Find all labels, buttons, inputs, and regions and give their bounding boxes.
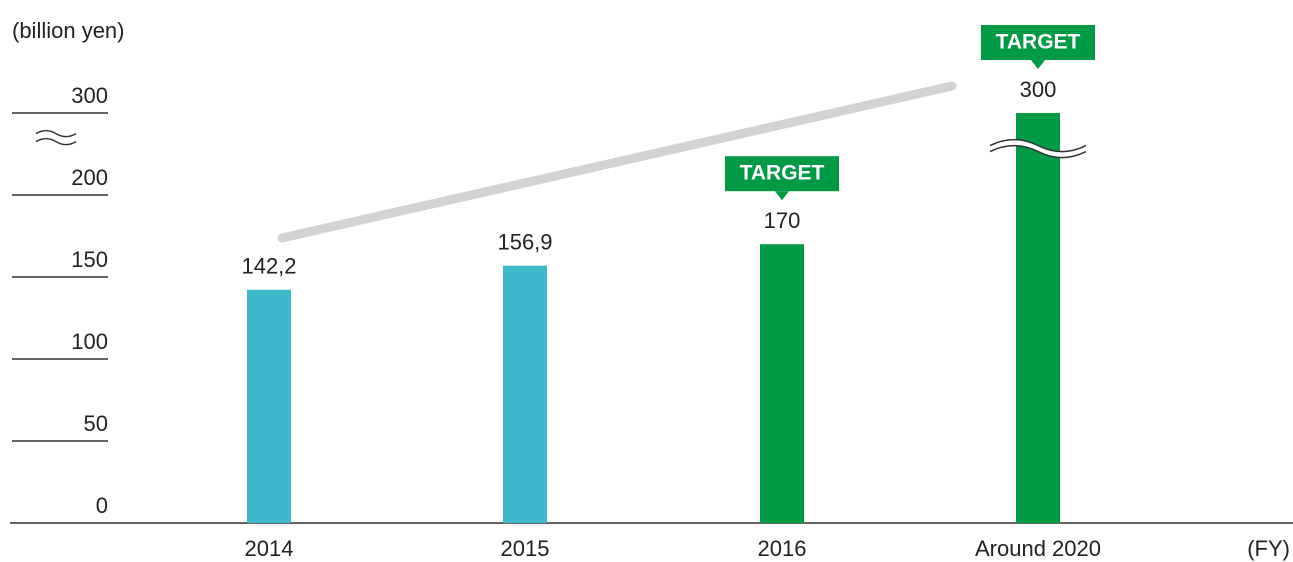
x-tick-label: 2016 — [758, 536, 807, 561]
y-tick-label: 150 — [71, 247, 108, 272]
axis-break — [35, 129, 77, 138]
bar — [760, 244, 804, 523]
bar — [247, 289, 291, 523]
y-tick-label: 0 — [96, 493, 108, 518]
bar — [503, 265, 547, 523]
y-tick-label: 100 — [71, 329, 108, 354]
value-label: 142,2 — [241, 254, 296, 279]
x-tick-label: 2015 — [501, 536, 550, 561]
badge-pointer — [775, 191, 789, 201]
bar — [1016, 113, 1060, 523]
badge — [981, 25, 1095, 60]
badge-text: TARGET — [740, 162, 825, 185]
x-tick-label: 2014 — [245, 536, 294, 561]
trend-arrow — [277, 81, 957, 243]
value-label: 170 — [764, 208, 801, 233]
y-tick-label: 300 — [71, 83, 108, 108]
bar-break-line — [989, 144, 1087, 159]
x-tick-label: Around 2020 — [975, 536, 1101, 561]
y-tick-label: 50 — [84, 411, 108, 436]
value-label: 156,9 — [497, 229, 552, 254]
value-label: 300 — [1020, 77, 1057, 102]
badge-text: TARGET — [996, 31, 1081, 54]
y-tick-label: 200 — [71, 165, 108, 190]
unit-label: (billion yen) — [12, 18, 125, 43]
bar-break — [990, 139, 1086, 158]
axis-break — [35, 137, 77, 146]
x-unit-label: (FY) — [1247, 536, 1290, 561]
bar-break-line — [989, 138, 1087, 153]
badge — [725, 156, 839, 192]
badge-pointer — [1031, 60, 1045, 69]
